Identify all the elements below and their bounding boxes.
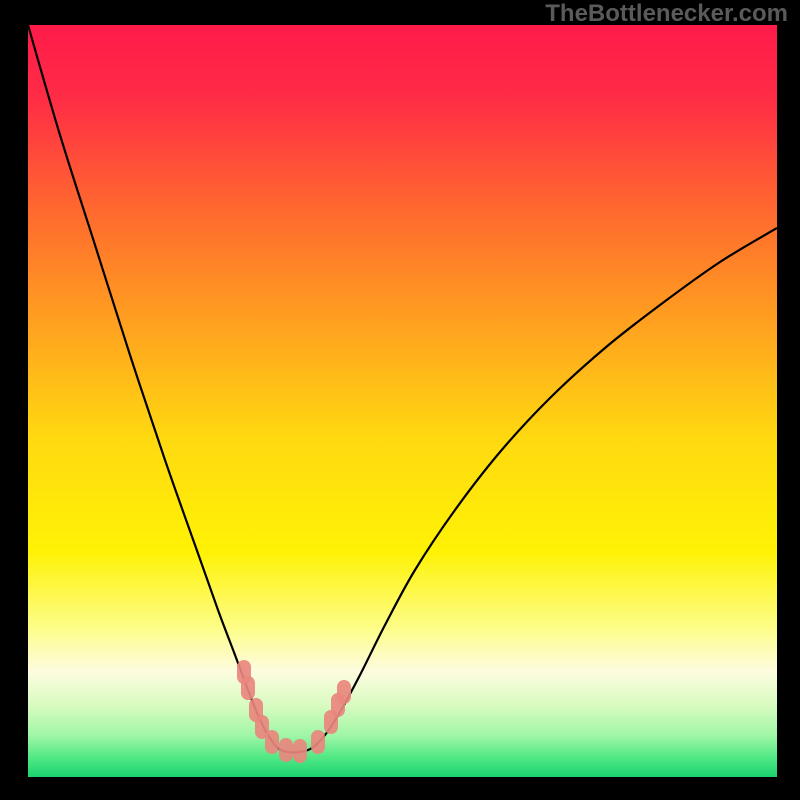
data-marker [241,676,255,700]
data-marker [337,680,351,704]
bottleneck-curve [28,25,777,753]
chart-frame: TheBottlenecker.com [0,0,800,800]
watermark-text: TheBottlenecker.com [545,0,788,28]
data-marker [265,730,279,754]
data-marker [311,730,325,754]
chart-svg [0,0,800,800]
data-marker [279,738,293,762]
data-marker [293,739,307,763]
